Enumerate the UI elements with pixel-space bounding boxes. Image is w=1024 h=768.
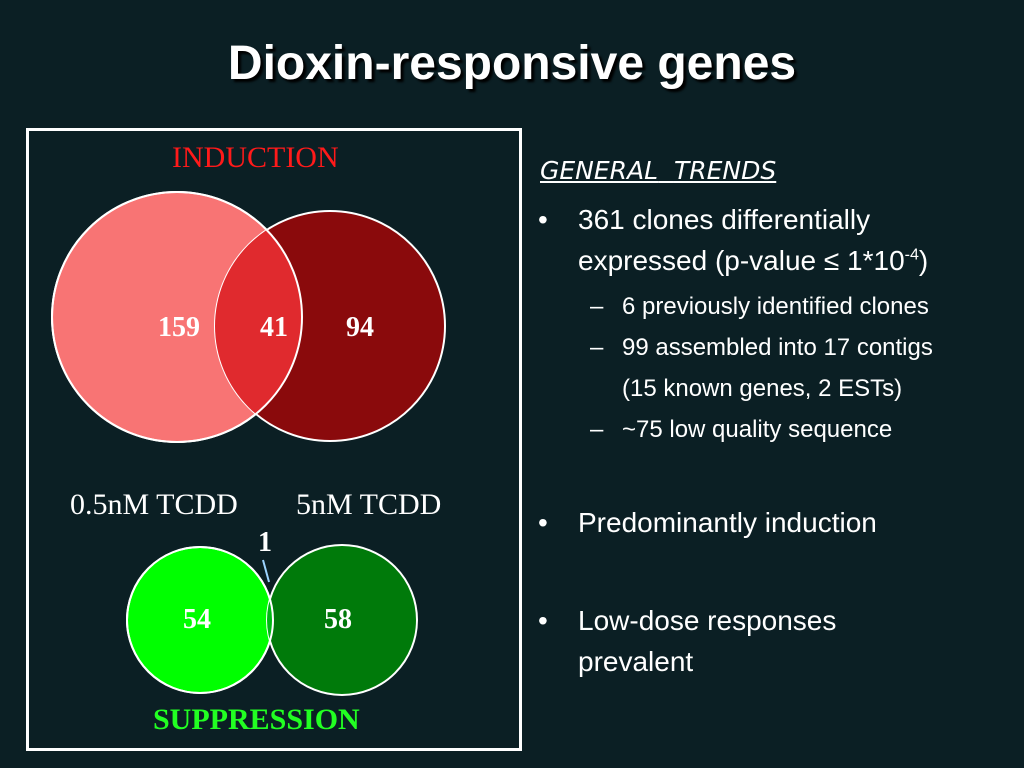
- heading-word: TRENDS: [673, 156, 777, 185]
- induction-label: INDUCTION: [172, 141, 339, 174]
- sub-bullet: 6 previously identified clones: [590, 293, 929, 321]
- venn-count: 58: [324, 604, 352, 635]
- suppression-label: SUPPRESSION: [153, 703, 360, 736]
- slide-title: Dioxin-responsive genes: [227, 37, 797, 90]
- sub-bullet: ~75 low quality sequence: [590, 416, 892, 444]
- heading: GENERAL TRENDS: [540, 156, 776, 185]
- circle-outline: [51, 191, 303, 443]
- bullet-line: prevalent: [578, 646, 694, 677]
- sub-bullet-line: (15 known genes, 2 ESTs): [622, 375, 903, 402]
- heading-word: GENERAL: [540, 156, 659, 185]
- venn-count: 94: [346, 312, 374, 343]
- induction-overlap: [215, 211, 302, 441]
- venn-box: [26, 128, 522, 751]
- venn-count: 41: [260, 312, 288, 343]
- bullet: Low-dose responses: [538, 605, 836, 637]
- venn-count: 1: [258, 527, 272, 558]
- bullet: 361 clones differentially: [538, 204, 870, 236]
- text: expressed (p-value ≤ 1*10: [578, 245, 905, 276]
- bullet-line: expressed (p-value ≤ 1*10-4): [578, 245, 928, 277]
- dose-label: 0.5nM TCDD: [70, 488, 238, 521]
- superscript: -4: [904, 246, 919, 264]
- sub-bullet: 99 assembled into 17 contigs: [590, 334, 933, 362]
- dose-label: 5nM TCDD: [296, 488, 442, 521]
- venn-count: 159: [158, 312, 200, 343]
- circle-outline: [126, 546, 274, 694]
- pointer-arrow: [262, 559, 270, 583]
- text: ): [918, 245, 929, 276]
- bullet: Predominantly induction: [538, 507, 877, 539]
- venn-count: 54: [183, 604, 211, 635]
